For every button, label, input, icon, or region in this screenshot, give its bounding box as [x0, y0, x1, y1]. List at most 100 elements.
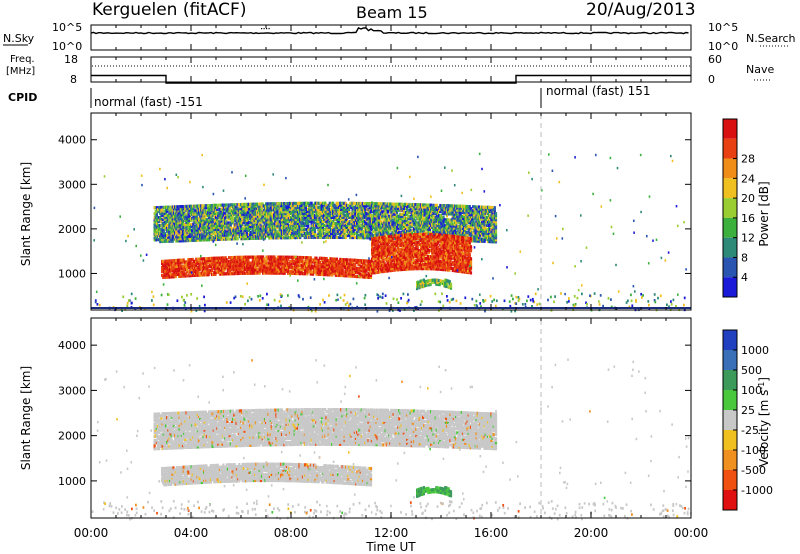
scatter-cell	[238, 205, 241, 209]
scatter-cell	[245, 214, 248, 219]
scatter-cell	[241, 227, 244, 231]
scatter-cell	[214, 205, 218, 209]
scatter-cell	[304, 266, 307, 270]
scatter-cell	[258, 265, 261, 269]
scatter-cell	[288, 269, 291, 273]
scatter-cell	[221, 256, 224, 260]
scatter-cell	[186, 268, 189, 272]
scatter-cell	[265, 265, 268, 269]
scatter-cell	[211, 219, 214, 224]
scatter-cell	[245, 222, 248, 227]
scatter-cell	[200, 208, 203, 212]
scatter-cell	[229, 203, 232, 207]
scatter-cell	[244, 224, 247, 229]
scatter-cell	[179, 213, 182, 217]
scatter-cell	[217, 233, 220, 237]
scatter-cell	[187, 212, 190, 216]
scatter-cell	[188, 260, 191, 264]
nsearch-point	[263, 28, 265, 30]
scatter-cell	[166, 239, 169, 243]
scatter-cell	[361, 273, 365, 277]
scatter-cell	[207, 232, 210, 236]
scatter-cell	[237, 217, 240, 221]
scatter-cell	[339, 265, 342, 269]
scatter-cell	[354, 268, 357, 272]
scatter-cell	[196, 261, 199, 265]
scatter-cell	[224, 223, 227, 227]
scatter-cell	[208, 214, 211, 218]
scatter-cell	[202, 218, 205, 222]
scatter-cell	[225, 272, 228, 276]
scatter-cell	[326, 261, 329, 265]
scatter-cell	[213, 264, 216, 268]
scatter-cell	[195, 265, 198, 269]
scatter-cell	[197, 269, 200, 273]
scatter-cell	[222, 256, 225, 260]
scatter-cell	[183, 227, 186, 231]
scatter-cell	[279, 261, 282, 265]
scatter-cell	[291, 267, 294, 271]
scatter-cell	[174, 263, 177, 267]
scatter-cell	[202, 222, 205, 226]
scatter-cell	[202, 228, 205, 232]
scatter-cell	[193, 214, 196, 218]
scatter-cell	[208, 265, 211, 269]
scatter-cell	[220, 203, 223, 207]
scatter-cell	[163, 233, 166, 237]
scatter-cell	[276, 263, 279, 267]
scatter-cell	[156, 234, 160, 238]
scatter-cell	[158, 226, 161, 230]
scatter-cell	[318, 260, 321, 264]
scatter-cell	[205, 206, 208, 210]
scatter-cell	[178, 225, 181, 229]
scatter-cell	[291, 271, 294, 275]
scatter-cell	[323, 273, 326, 277]
scatter-cell	[212, 207, 215, 212]
scatter-cell	[202, 216, 205, 220]
scatter-cell	[340, 273, 343, 278]
scatter-cell	[195, 224, 198, 228]
scatter-cell	[310, 266, 313, 270]
scatter-cell	[265, 261, 268, 265]
scatter-cell	[169, 227, 172, 231]
scatter-cell	[179, 207, 182, 211]
scatter-cell	[238, 261, 241, 265]
scatter-cell	[210, 216, 213, 220]
scatter-cell	[304, 272, 307, 276]
scatter-cell	[199, 220, 202, 224]
scatter-cell	[281, 257, 284, 261]
scatter-cell	[272, 265, 275, 269]
scatter-cell	[167, 207, 170, 211]
scatter-cell	[358, 271, 361, 275]
scatter-cell	[255, 267, 258, 271]
scatter-cell	[208, 224, 211, 228]
scatter-cell	[225, 221, 228, 225]
nsearch-point	[266, 28, 268, 30]
scatter-cell	[336, 201, 339, 205]
scatter-cell	[210, 234, 213, 238]
scatter-cell	[171, 259, 174, 263]
scatter-cell	[247, 208, 251, 212]
scatter-cell	[297, 263, 300, 268]
scatter-cell	[196, 206, 199, 210]
scatter-cell	[184, 260, 187, 264]
scatter-cell	[207, 273, 210, 277]
scatter-cell	[193, 267, 197, 271]
scatter-cell	[265, 267, 268, 271]
scatter-cell	[163, 221, 166, 225]
scatter-cell	[187, 222, 190, 226]
scatter-cell	[199, 224, 202, 228]
scatter-cell	[314, 266, 317, 270]
scatter-cell	[181, 237, 185, 241]
scatter-cell	[187, 216, 190, 220]
scatter-cell	[204, 210, 207, 214]
scatter-cell	[230, 272, 233, 276]
scatter-cell	[217, 235, 220, 239]
scatter-cell	[217, 213, 220, 217]
scatter-cell	[315, 258, 318, 262]
scatter-cell	[180, 205, 183, 209]
scatter-cell	[166, 223, 169, 227]
scatter-cell	[202, 214, 205, 218]
scatter-cell	[199, 234, 202, 238]
scatter-cell	[245, 208, 248, 212]
